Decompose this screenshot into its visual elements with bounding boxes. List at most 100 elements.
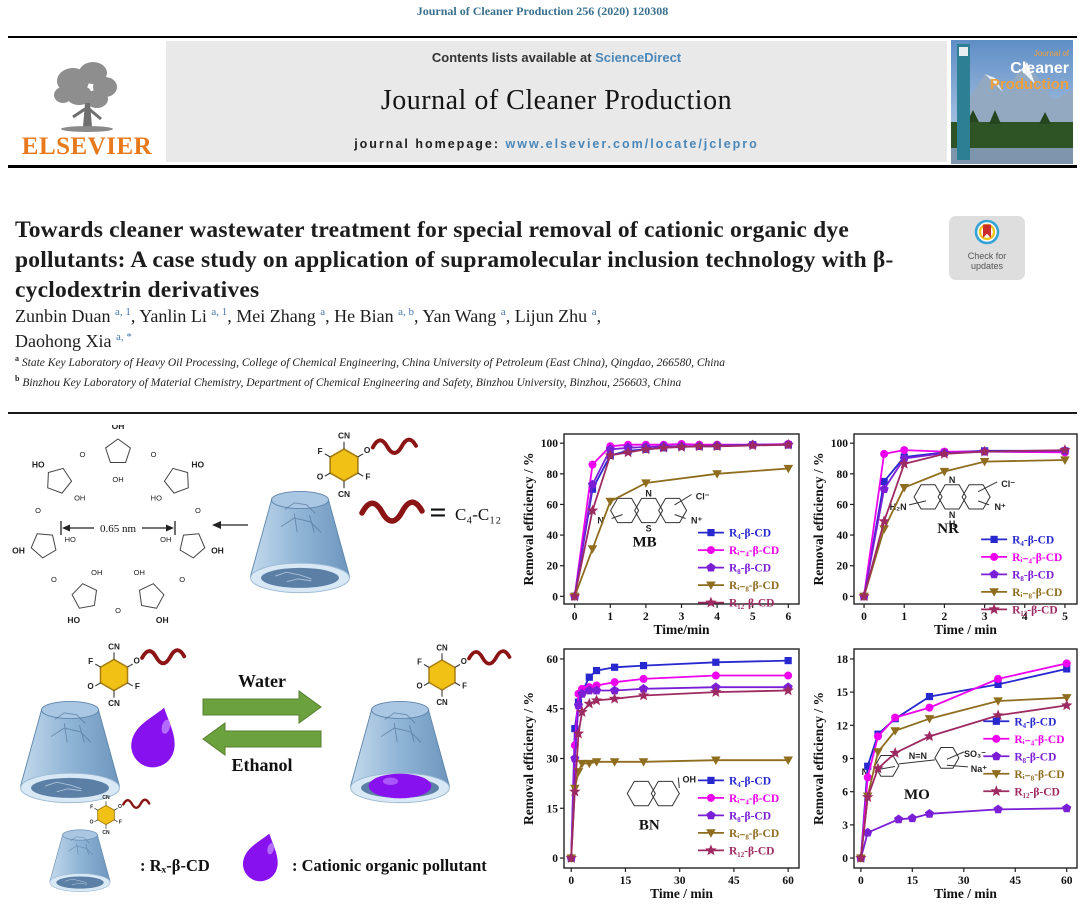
svg-text:N=N: N=N — [909, 751, 927, 761]
svg-text:3: 3 — [982, 611, 988, 623]
equals-sign: = — [429, 496, 446, 529]
water-label: Water — [238, 671, 286, 691]
svg-text:N: N — [597, 516, 604, 526]
banner-center: Contents lists available at ScienceDirec… — [166, 41, 947, 162]
svg-text:60: 60 — [547, 654, 559, 666]
inset-label: NR — [937, 521, 959, 537]
journal-cover-image: Journal of Cleaner Production — [951, 38, 1077, 165]
journal-name: Journal of Cleaner Production — [380, 85, 733, 116]
svg-text:3: 3 — [679, 611, 685, 623]
forward-arrow — [202, 690, 322, 724]
homepage-line: journal homepage: www.elsevier.com/locat… — [166, 137, 947, 151]
svg-text:0: 0 — [552, 591, 558, 603]
cyclodextrin-cone — [350, 700, 450, 804]
author-sup: a, 1 — [211, 306, 228, 318]
svg-text:N⁺: N⁺ — [994, 502, 1005, 512]
svg-text:OH: OH — [74, 493, 85, 502]
fluoro-phenyl-group: CN CN F F O O — [87, 642, 187, 708]
svg-text:F: F — [462, 682, 467, 691]
svg-text:2: 2 — [942, 611, 948, 623]
svg-text:80: 80 — [547, 469, 559, 481]
svg-text:O: O — [195, 506, 201, 515]
author-sup: a — [320, 306, 326, 318]
svg-text:1: 1 — [607, 611, 613, 623]
cyclodextrin-cone — [250, 490, 350, 594]
svg-text:HO: HO — [65, 535, 76, 544]
svg-text:15: 15 — [620, 875, 632, 887]
svg-text:3: 3 — [842, 820, 848, 832]
svg-text:O: O — [90, 820, 94, 826]
elsevier-logo[interactable]: ELSEVIER — [8, 38, 166, 165]
svg-text:20: 20 — [547, 561, 559, 573]
fluoro-phenyl-group: CN CN F F O O — [416, 643, 512, 707]
svg-text:0: 0 — [861, 611, 867, 623]
molecule-MB — [610, 494, 692, 524]
svg-text:OH: OH — [134, 568, 145, 577]
svg-text:Removal efficiency / %: Removal efficiency / % — [522, 452, 536, 585]
svg-text:6: 6 — [842, 787, 848, 799]
badge-line1: Check for — [967, 251, 1007, 261]
svg-text:OH: OH — [112, 425, 125, 431]
cover-line3: Production — [990, 76, 1069, 93]
affiliation-b: b Binzhou Key Laboratory of Material Che… — [15, 373, 1070, 393]
chart-mo: 0 15 30 45 60 0 3 6 9 12 15 18 Time / min Removal eff… — [811, 640, 1084, 902]
legend-entry: R₄-β-CD — [1014, 716, 1056, 728]
svg-text:15: 15 — [547, 803, 559, 815]
svg-text:O: O — [115, 606, 121, 615]
homepage-link[interactable]: www.elsevier.com/locate/jclepro — [505, 137, 759, 151]
sciencedirect-link[interactable]: ScienceDirect — [595, 50, 682, 65]
journal-banner: ELSEVIER Contents lists available at Sci… — [8, 36, 1077, 168]
svg-text:1: 1 — [901, 611, 907, 623]
author-sup: a — [500, 306, 506, 318]
svg-text:CN: CN — [338, 489, 350, 499]
svg-text:Cl⁻: Cl⁻ — [696, 492, 710, 502]
svg-text:40: 40 — [837, 530, 849, 542]
svg-text:OH: OH — [156, 615, 169, 625]
author-sup: a, b — [398, 306, 415, 318]
author-name: Daohong Xia — [15, 331, 112, 352]
svg-text:F: F — [417, 658, 422, 667]
svg-text:O: O — [79, 450, 85, 459]
check-for-updates-badge[interactable]: Check for updates — [949, 216, 1025, 280]
svg-text:N: N — [645, 489, 652, 499]
svg-text:O: O — [416, 682, 422, 691]
svg-text:45: 45 — [728, 875, 740, 887]
svg-text:CN: CN — [338, 431, 350, 441]
svg-text:30: 30 — [674, 875, 686, 887]
svg-text:CN: CN — [102, 795, 110, 801]
svg-text:HO: HO — [32, 459, 45, 469]
article-title: Towards cleaner wastewater treatment for… — [15, 217, 894, 303]
svg-text:O: O — [133, 656, 140, 665]
svg-text:CN: CN — [108, 642, 120, 651]
ethanol-label: Ethanol — [231, 755, 292, 775]
molecule-BN — [626, 777, 680, 807]
legend-entry: Rᵢ₋₈-β-CD — [1014, 769, 1064, 781]
ring-size-label: 0.65 nm — [100, 523, 137, 535]
svg-text:OH: OH — [91, 568, 102, 577]
svg-text:9: 9 — [842, 754, 848, 766]
svg-text:O: O — [179, 575, 185, 584]
svg-text:45: 45 — [547, 704, 559, 716]
svg-text:6: 6 — [785, 611, 791, 623]
check-updates-icon — [974, 219, 1000, 245]
header-divider — [8, 412, 1077, 414]
elsevier-wordmark: ELSEVIER — [21, 133, 153, 160]
svg-text:OH: OH — [112, 475, 123, 484]
affiliation-a: a State Key Laboratory of Heavy Oil Proc… — [15, 353, 1070, 373]
contents-prefix: Contents lists available at — [431, 50, 596, 65]
svg-text:60: 60 — [1061, 875, 1073, 887]
inset-label: MB — [633, 535, 657, 551]
legend-entry: R₄-β-CD — [729, 775, 771, 787]
svg-text:F: F — [88, 657, 93, 666]
affil-sup-b: b — [15, 373, 20, 383]
inset-label: BN — [639, 818, 660, 834]
legend-entry: R₁₂-β-CD — [729, 598, 775, 610]
svg-text:40: 40 — [547, 530, 559, 542]
svg-text:O: O — [364, 445, 371, 455]
svg-text:0: 0 — [552, 853, 558, 865]
title-block: Towards cleaner wastewater treatment for… — [15, 216, 1073, 306]
legend-entry: R₁₂-β-CD — [1012, 604, 1058, 616]
legend-entry: Rᵢ₋₄-β-CD — [1014, 734, 1064, 746]
abstract-scheme: O OH OH O HO HO O OH OH O OH OH O HO OH O OH HO O HO OH 0.65 … — [0, 421, 520, 904]
legend-entry: R₈-β-CD — [729, 563, 771, 575]
